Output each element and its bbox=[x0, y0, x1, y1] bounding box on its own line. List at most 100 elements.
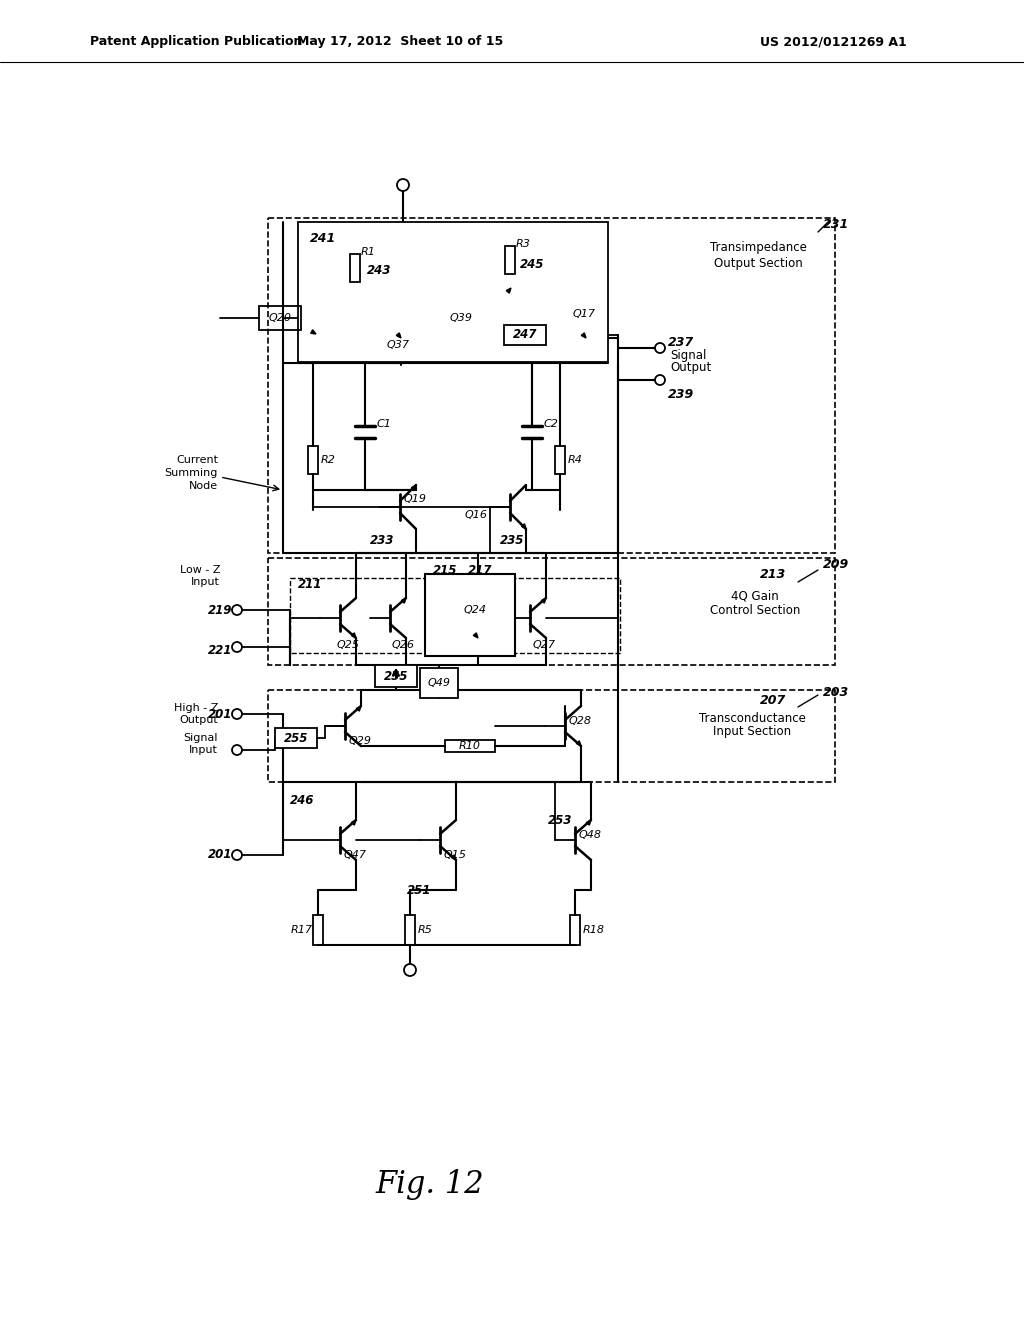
Text: Q39: Q39 bbox=[450, 313, 473, 323]
Text: Patent Application Publication: Patent Application Publication bbox=[90, 36, 302, 49]
Text: 213: 213 bbox=[760, 569, 786, 582]
Text: R3: R3 bbox=[516, 239, 530, 249]
Text: 221: 221 bbox=[208, 644, 232, 656]
Text: 207: 207 bbox=[760, 693, 786, 706]
Bar bbox=[570, 915, 580, 945]
Polygon shape bbox=[542, 598, 546, 603]
Bar bbox=[268, 558, 835, 665]
Circle shape bbox=[232, 744, 242, 755]
Text: 201: 201 bbox=[208, 708, 232, 721]
Text: 247: 247 bbox=[513, 329, 538, 342]
Text: R17: R17 bbox=[291, 925, 313, 935]
Text: Q15: Q15 bbox=[444, 850, 467, 861]
Bar bbox=[268, 218, 835, 553]
Polygon shape bbox=[351, 632, 356, 638]
Text: 245: 245 bbox=[520, 257, 545, 271]
Text: Q20: Q20 bbox=[268, 313, 292, 323]
Text: 255: 255 bbox=[284, 731, 308, 744]
Polygon shape bbox=[351, 820, 356, 825]
Polygon shape bbox=[452, 855, 456, 861]
Polygon shape bbox=[396, 333, 401, 338]
Circle shape bbox=[232, 850, 242, 861]
Text: 203: 203 bbox=[823, 685, 849, 698]
Polygon shape bbox=[521, 524, 526, 529]
Text: Q27: Q27 bbox=[534, 640, 556, 649]
Bar bbox=[425, 574, 515, 656]
Bar bbox=[259, 306, 301, 330]
Text: 233: 233 bbox=[370, 533, 394, 546]
Text: 253: 253 bbox=[548, 813, 572, 826]
Circle shape bbox=[232, 642, 242, 652]
Bar bbox=[298, 222, 608, 362]
Circle shape bbox=[655, 375, 665, 385]
Text: Q25: Q25 bbox=[337, 640, 360, 649]
Polygon shape bbox=[473, 632, 478, 638]
Text: Output: Output bbox=[670, 362, 712, 375]
Text: R1: R1 bbox=[361, 247, 376, 257]
Text: 241: 241 bbox=[310, 231, 336, 244]
Text: 251: 251 bbox=[407, 883, 431, 896]
Text: Output: Output bbox=[179, 715, 218, 725]
Text: 201: 201 bbox=[208, 849, 232, 862]
Bar bbox=[313, 915, 323, 945]
Text: 4Q Gain: 4Q Gain bbox=[731, 590, 779, 602]
Bar bbox=[445, 741, 495, 752]
Text: US 2012/0121269 A1: US 2012/0121269 A1 bbox=[760, 36, 906, 49]
Text: Input: Input bbox=[189, 744, 218, 755]
Text: Q47: Q47 bbox=[344, 850, 367, 861]
Bar bbox=[555, 446, 565, 474]
Text: Q19: Q19 bbox=[404, 494, 427, 504]
Text: Node: Node bbox=[188, 480, 218, 491]
Circle shape bbox=[655, 343, 665, 352]
Circle shape bbox=[232, 709, 242, 719]
Text: Transconductance: Transconductance bbox=[698, 711, 806, 725]
Text: R2: R2 bbox=[321, 455, 336, 465]
Text: 217: 217 bbox=[468, 564, 493, 577]
Text: Fig. 12: Fig. 12 bbox=[376, 1170, 484, 1200]
Text: Signal: Signal bbox=[670, 348, 707, 362]
Polygon shape bbox=[506, 288, 511, 293]
Text: Q49: Q49 bbox=[427, 678, 451, 688]
Text: Q37: Q37 bbox=[387, 341, 410, 350]
Bar bbox=[308, 446, 318, 474]
Text: 255: 255 bbox=[384, 669, 409, 682]
Text: Q24: Q24 bbox=[464, 605, 487, 615]
Bar bbox=[275, 729, 317, 748]
Text: 243: 243 bbox=[367, 264, 391, 276]
Text: R5: R5 bbox=[418, 925, 433, 935]
Text: Transimpedance: Transimpedance bbox=[710, 242, 807, 255]
Bar bbox=[290, 578, 620, 653]
Bar bbox=[505, 246, 515, 275]
Text: 211: 211 bbox=[298, 578, 323, 590]
Circle shape bbox=[397, 180, 409, 191]
Polygon shape bbox=[356, 706, 361, 711]
Text: Q16: Q16 bbox=[465, 510, 488, 520]
Text: Current: Current bbox=[176, 455, 218, 465]
Text: Input Section: Input Section bbox=[713, 726, 792, 738]
Text: High - Z: High - Z bbox=[174, 704, 218, 713]
Polygon shape bbox=[412, 484, 416, 490]
Bar bbox=[420, 668, 458, 698]
Bar bbox=[504, 325, 546, 345]
Text: 215: 215 bbox=[433, 564, 457, 577]
Polygon shape bbox=[587, 820, 591, 825]
Circle shape bbox=[232, 605, 242, 615]
Text: 237: 237 bbox=[668, 335, 694, 348]
Text: Signal: Signal bbox=[183, 733, 218, 743]
Text: R10: R10 bbox=[459, 741, 481, 751]
Text: C2: C2 bbox=[544, 418, 559, 429]
Bar bbox=[375, 665, 417, 686]
Text: Q17: Q17 bbox=[573, 309, 596, 319]
Text: 219: 219 bbox=[208, 603, 232, 616]
Text: Low - Z: Low - Z bbox=[179, 565, 220, 576]
Text: R4: R4 bbox=[568, 455, 583, 465]
Text: Q26: Q26 bbox=[392, 640, 415, 649]
Bar bbox=[350, 253, 360, 282]
Polygon shape bbox=[401, 598, 406, 603]
Text: Control Section: Control Section bbox=[710, 603, 800, 616]
Text: Output Section: Output Section bbox=[714, 256, 803, 269]
Polygon shape bbox=[577, 741, 581, 746]
Text: 239: 239 bbox=[668, 388, 694, 401]
Text: C1: C1 bbox=[377, 418, 392, 429]
Bar bbox=[406, 915, 415, 945]
